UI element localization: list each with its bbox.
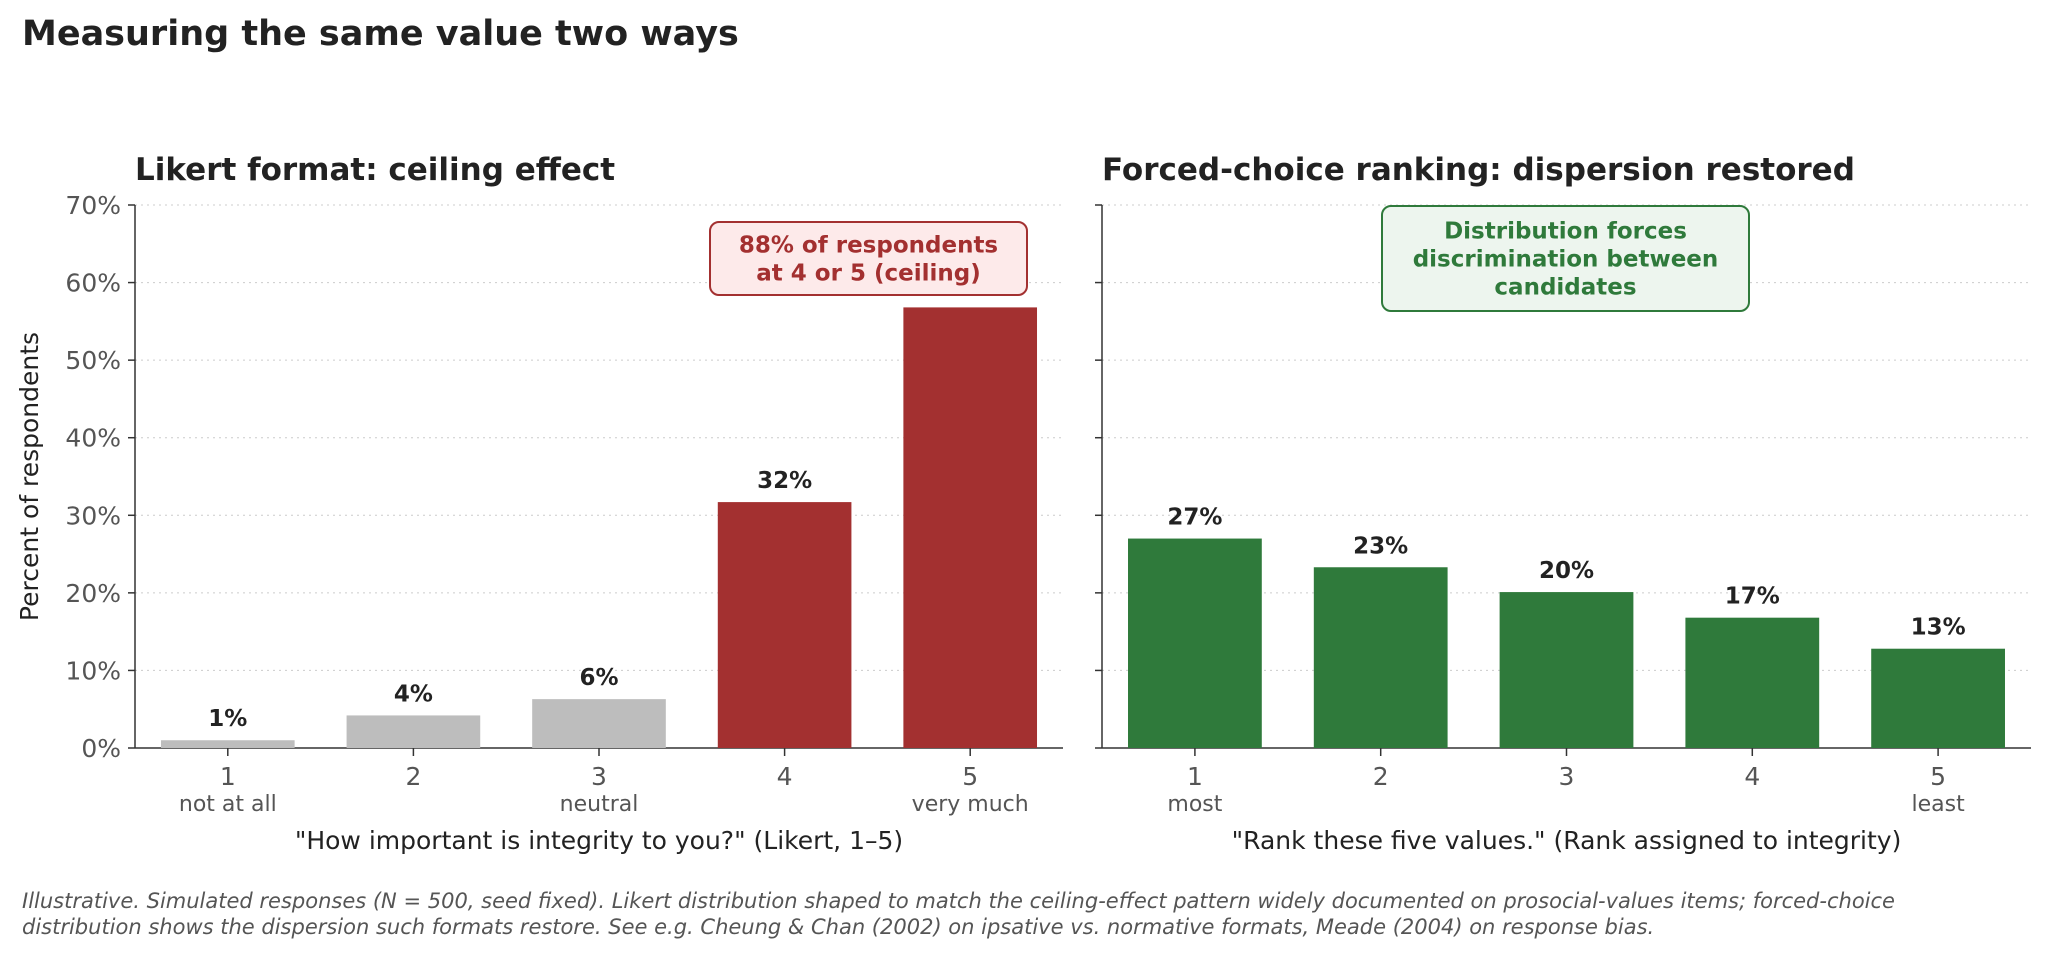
bar-value-label: 6% [579, 665, 618, 691]
bar-value-label: 20% [1539, 558, 1594, 584]
x-tick-sublabel: neutral [560, 792, 639, 817]
x-tick-label: 5 [962, 762, 978, 791]
x-tick-label: 5 [1930, 762, 1946, 791]
bar-value-label: 32% [757, 468, 812, 494]
bar-value-label: 27% [1167, 505, 1222, 531]
panel-title: Forced-choice ranking: dispersion restor… [1102, 152, 1855, 188]
y-tick-label: 60% [65, 269, 121, 298]
footnote-line-2: distribution shows the dispersion such f… [22, 915, 1654, 939]
panel-title: Likert format: ceiling effect [135, 152, 615, 188]
bar-value-label: 17% [1725, 584, 1780, 610]
annotation-text: candidates [1494, 275, 1636, 301]
y-tick-label: 20% [65, 579, 121, 608]
x-tick-sublabel: least [1911, 792, 1965, 817]
bar-value-label: 4% [394, 681, 433, 707]
bar-1 [1128, 538, 1262, 748]
bar-2 [1313, 567, 1448, 748]
annotation-text: discrimination between [1413, 247, 1719, 273]
figure-title: Measuring the same value two ways [22, 14, 739, 54]
y-tick-label: 10% [65, 656, 121, 685]
x-tick-label: 1 [1187, 762, 1203, 791]
annotation-box [1381, 205, 1750, 312]
bar-3 [1499, 592, 1634, 748]
x-tick-label: 4 [777, 762, 793, 791]
x-tick-sublabel: very much [912, 792, 1029, 817]
x-tick-label: 1 [220, 762, 236, 791]
x-tick-label: 3 [591, 762, 607, 791]
y-tick-label: 40% [65, 424, 121, 453]
bar-4 [1685, 617, 1820, 748]
bar-5 [1871, 648, 2005, 748]
x-tick-label: 3 [1559, 762, 1575, 791]
x-tick-label: 2 [1373, 762, 1389, 791]
y-tick-label: 50% [65, 346, 121, 375]
x-tick-sublabel: most [1167, 792, 1222, 817]
y-tick-label: 70% [65, 191, 121, 220]
y-axis-label: Percent of respondents [15, 332, 44, 621]
bar-value-label: 13% [1911, 615, 1966, 641]
x-tick-label: 2 [405, 762, 421, 791]
y-tick-label: 0% [81, 734, 121, 763]
bar-4 [717, 502, 852, 748]
bar-5 [903, 307, 1038, 748]
bar-2 [346, 715, 481, 748]
bar-value-label: 23% [1353, 533, 1408, 559]
annotation-text: Distribution forces [1444, 219, 1687, 245]
y-tick-label: 30% [65, 501, 121, 530]
footnote-line-1: Illustrative. Simulated responses (N = 5… [22, 889, 1895, 913]
annotation-text: 88% of respondents [739, 233, 998, 259]
x-axis-label: "Rank these five values." (Rank assigned… [1232, 826, 1902, 855]
annotation-box [709, 221, 1028, 296]
bar-1 [160, 740, 295, 748]
x-tick-label: 4 [1744, 762, 1760, 791]
annotation-text: at 4 or 5 (ceiling) [756, 261, 980, 287]
bar-3 [532, 699, 666, 748]
x-tick-sublabel: not at all [179, 792, 277, 817]
x-axis-label: "How important is integrity to you?" (Li… [295, 826, 903, 855]
bar-value-label: 1% [208, 706, 247, 732]
